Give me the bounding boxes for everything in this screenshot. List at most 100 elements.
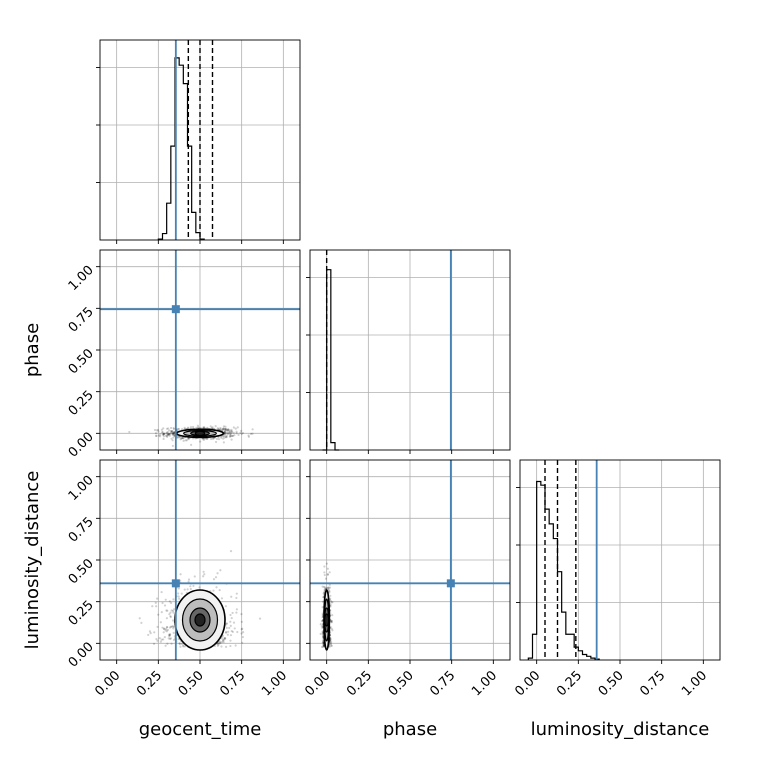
- panel-geocent_time_vs_luminosity_distance-point: [169, 611, 172, 614]
- panel-geocent_time_vs_phase-point: [171, 432, 175, 435]
- panel-geocent_time_vs_luminosity_distance-point: [172, 611, 175, 614]
- panel-phase_vs_luminosity_distance-point: [323, 565, 326, 568]
- hist-luminosity_distance-steps: [527, 480, 600, 660]
- panel-geocent_time_vs_luminosity_distance-point: [230, 616, 233, 620]
- hist-luminosity_distance-xtick-label-2: 0.50: [596, 668, 627, 699]
- panel-geocent_time_vs_luminosity_distance-point: [172, 638, 176, 642]
- panel-geocent_time_vs_phase-point: [176, 436, 179, 439]
- panel-phase_vs_luminosity_distance-point: [330, 601, 333, 604]
- panel-geocent_time_vs_phase-point: [172, 427, 176, 431]
- panel-phase_vs_luminosity_distance-point: [329, 643, 333, 646]
- panel-geocent_time_vs_phase-point: [170, 437, 173, 440]
- panel-geocent_time_vs_phase-point: [165, 434, 169, 437]
- panel-phase_vs_luminosity_distance-point: [329, 605, 332, 608]
- hist-panel-luminosity_distance: 0.00 0.25 0.50 0.75 1.00: [512, 459, 721, 699]
- panel-geocent_time_vs_luminosity_distance-point: [160, 638, 163, 641]
- panel-geocent_time_vs_phase-point: [203, 426, 206, 429]
- panel-geocent_time_vs_luminosity_distance-point: [221, 638, 225, 642]
- panel-geocent_time_vs_phase-point: [232, 426, 235, 429]
- panel-geocent_time_vs_luminosity_distance-point: [203, 573, 206, 576]
- panel-geocent_time_vs_phase-point: [167, 433, 170, 436]
- panel-phase_vs_luminosity_distance-contour-3: [324, 613, 330, 627]
- panel-geocent_time_vs_phase-point: [165, 427, 169, 430]
- panel-geocent_time_vs_phase-point: [185, 439, 188, 442]
- panel-geocent_time_vs_luminosity_distance-point: [164, 629, 167, 632]
- panel-geocent_time_vs_luminosity_distance-point: [220, 597, 224, 600]
- panel-geocent_time_vs_phase-point: [173, 431, 176, 434]
- panel-geocent_time_vs_phase-points: [128, 424, 254, 448]
- panel-geocent_time_vs_luminosity_distance-point: [212, 589, 215, 592]
- panel-geocent_time_vs_phase-point: [225, 434, 229, 437]
- panel-geocent_time_vs_luminosity_distance-point: [216, 572, 219, 575]
- panel-geocent_time_vs_phase-point: [172, 431, 176, 434]
- panel-geocent_time_vs_phase-point: [220, 436, 223, 440]
- panel-geocent_time_vs_luminosity_distance-point: [189, 585, 192, 588]
- panel-geocent_time_vs_phase-point: [166, 434, 169, 437]
- panel-geocent_time_vs_phase-point: [206, 437, 209, 441]
- panel-geocent_time_vs_luminosity_distance-point: [229, 620, 232, 623]
- panel-geocent_time_vs_luminosity_distance-point: [215, 586, 218, 589]
- panel-geocent_time_vs_luminosity_distance-point: [179, 573, 182, 576]
- panel-geocent_time_vs_luminosity_distance-point: [162, 638, 165, 641]
- panel-geocent_time_vs_phase-point: [223, 429, 227, 432]
- panel-phase_vs_luminosity_distance-point: [323, 573, 326, 577]
- panel-geocent_time_vs_luminosity_distance-point: [235, 608, 238, 611]
- panel-geocent_time_vs_luminosity_distance-point: [193, 575, 196, 578]
- panel-geocent_time_vs_luminosity_distance-point: [163, 636, 166, 639]
- panel-geocent_time_vs_luminosity_distance-point: [187, 578, 191, 581]
- panel-phase_vs_luminosity_distance-xtick-label-2: 0.50: [386, 668, 417, 699]
- panel-geocent_time_vs_luminosity_distance-point: [167, 637, 170, 640]
- panel-geocent_time_vs_phase: 0.00 0.25 0.50 0.75 1.00: [66, 249, 301, 461]
- panel-phase_vs_luminosity_distance-point: [322, 642, 325, 645]
- panel-geocent_time_vs_luminosity_distance-point: [202, 570, 205, 573]
- panel-geocent_time_vs_phase-point: [172, 427, 175, 430]
- panel-geocent_time_vs_luminosity_distance-point: [235, 596, 238, 600]
- panel-phase_vs_luminosity_distance-point: [326, 567, 329, 570]
- panel-geocent_time_vs_luminosity_distance-point: [214, 576, 218, 579]
- panel-phase_vs_luminosity_distance-point: [329, 642, 332, 645]
- panel-geocent_time_vs_phase-point: [167, 432, 170, 436]
- panel-geocent_time_vs_luminosity_distance-point: [163, 604, 167, 607]
- panel-geocent_time_vs_phase-point: [222, 437, 225, 440]
- panel-geocent_time_vs_luminosity_distance-point: [149, 632, 152, 635]
- panel-geocent_time_vs_luminosity_distance-point: [183, 645, 187, 648]
- panel-geocent_time_vs_luminosity_distance-contour-3: [194, 613, 206, 627]
- panel-geocent_time_vs_luminosity_distance-point: [177, 587, 180, 590]
- panel-geocent_time_vs_luminosity_distance-point: [148, 630, 152, 633]
- panel-geocent_time_vs_luminosity_distance-point: [242, 631, 245, 634]
- panel-geocent_time_vs_phase-point: [182, 436, 185, 440]
- panel-phase_vs_luminosity_distance-point: [324, 586, 327, 589]
- panel-geocent_time_vs_luminosity_distance-point: [170, 609, 173, 612]
- panel-geocent_time_vs_phase-point: [237, 433, 240, 437]
- panel-geocent_time_vs_luminosity_distance-point: [183, 588, 186, 591]
- panel-geocent_time_vs_luminosity_distance-point: [177, 597, 181, 600]
- panel-geocent_time_vs_phase-point: [159, 433, 162, 436]
- panel-geocent_time_vs_phase-point: [222, 435, 225, 438]
- hist-geocent_time-steps: [157, 57, 205, 240]
- panel-geocent_time_vs_phase-ytick-label-1: 0.25: [66, 388, 97, 419]
- panel-geocent_time_vs_luminosity_distance-point: [234, 644, 237, 647]
- panel-geocent_time_vs_luminosity_distance-point: [138, 617, 141, 620]
- panel-geocent_time_vs_phase-point: [229, 432, 232, 436]
- panel-geocent_time_vs_luminosity_distance-point: [241, 641, 244, 644]
- panel-geocent_time_vs_luminosity_distance-truth-marker: [171, 579, 180, 588]
- panel-phase_vs_luminosity_distance-point: [331, 601, 334, 604]
- panel-geocent_time_vs_phase-point: [222, 441, 225, 444]
- panel-geocent_time_vs_luminosity_distance-point: [156, 625, 159, 629]
- panel-geocent_time_vs_phase-point: [231, 434, 234, 438]
- panel-geocent_time_vs_luminosity_distance-point: [171, 625, 174, 628]
- panel-geocent_time_vs_luminosity_distance-point: [218, 641, 222, 644]
- panel-geocent_time_vs_phase-point: [206, 426, 209, 429]
- panel-geocent_time_vs_luminosity_distance-point: [169, 615, 172, 619]
- panel-geocent_time_vs_phase-point: [168, 433, 171, 436]
- panel-geocent_time_vs_luminosity_distance-point: [156, 597, 159, 600]
- panel-geocent_time_vs_luminosity_distance-point: [220, 645, 223, 648]
- panel-geocent_time_vs_luminosity_distance-point: [223, 637, 226, 640]
- panel-phase_vs_luminosity_distance-point: [321, 619, 324, 622]
- panel-phase_vs_luminosity_distance-point: [322, 596, 325, 599]
- panel-phase_vs_luminosity_distance-truth-marker: [446, 579, 455, 588]
- panel-geocent_time_vs_phase-point: [167, 429, 171, 432]
- panel-geocent_time_vs_phase-point: [162, 432, 166, 435]
- panel-geocent_time_vs_luminosity_distance-point: [241, 635, 245, 639]
